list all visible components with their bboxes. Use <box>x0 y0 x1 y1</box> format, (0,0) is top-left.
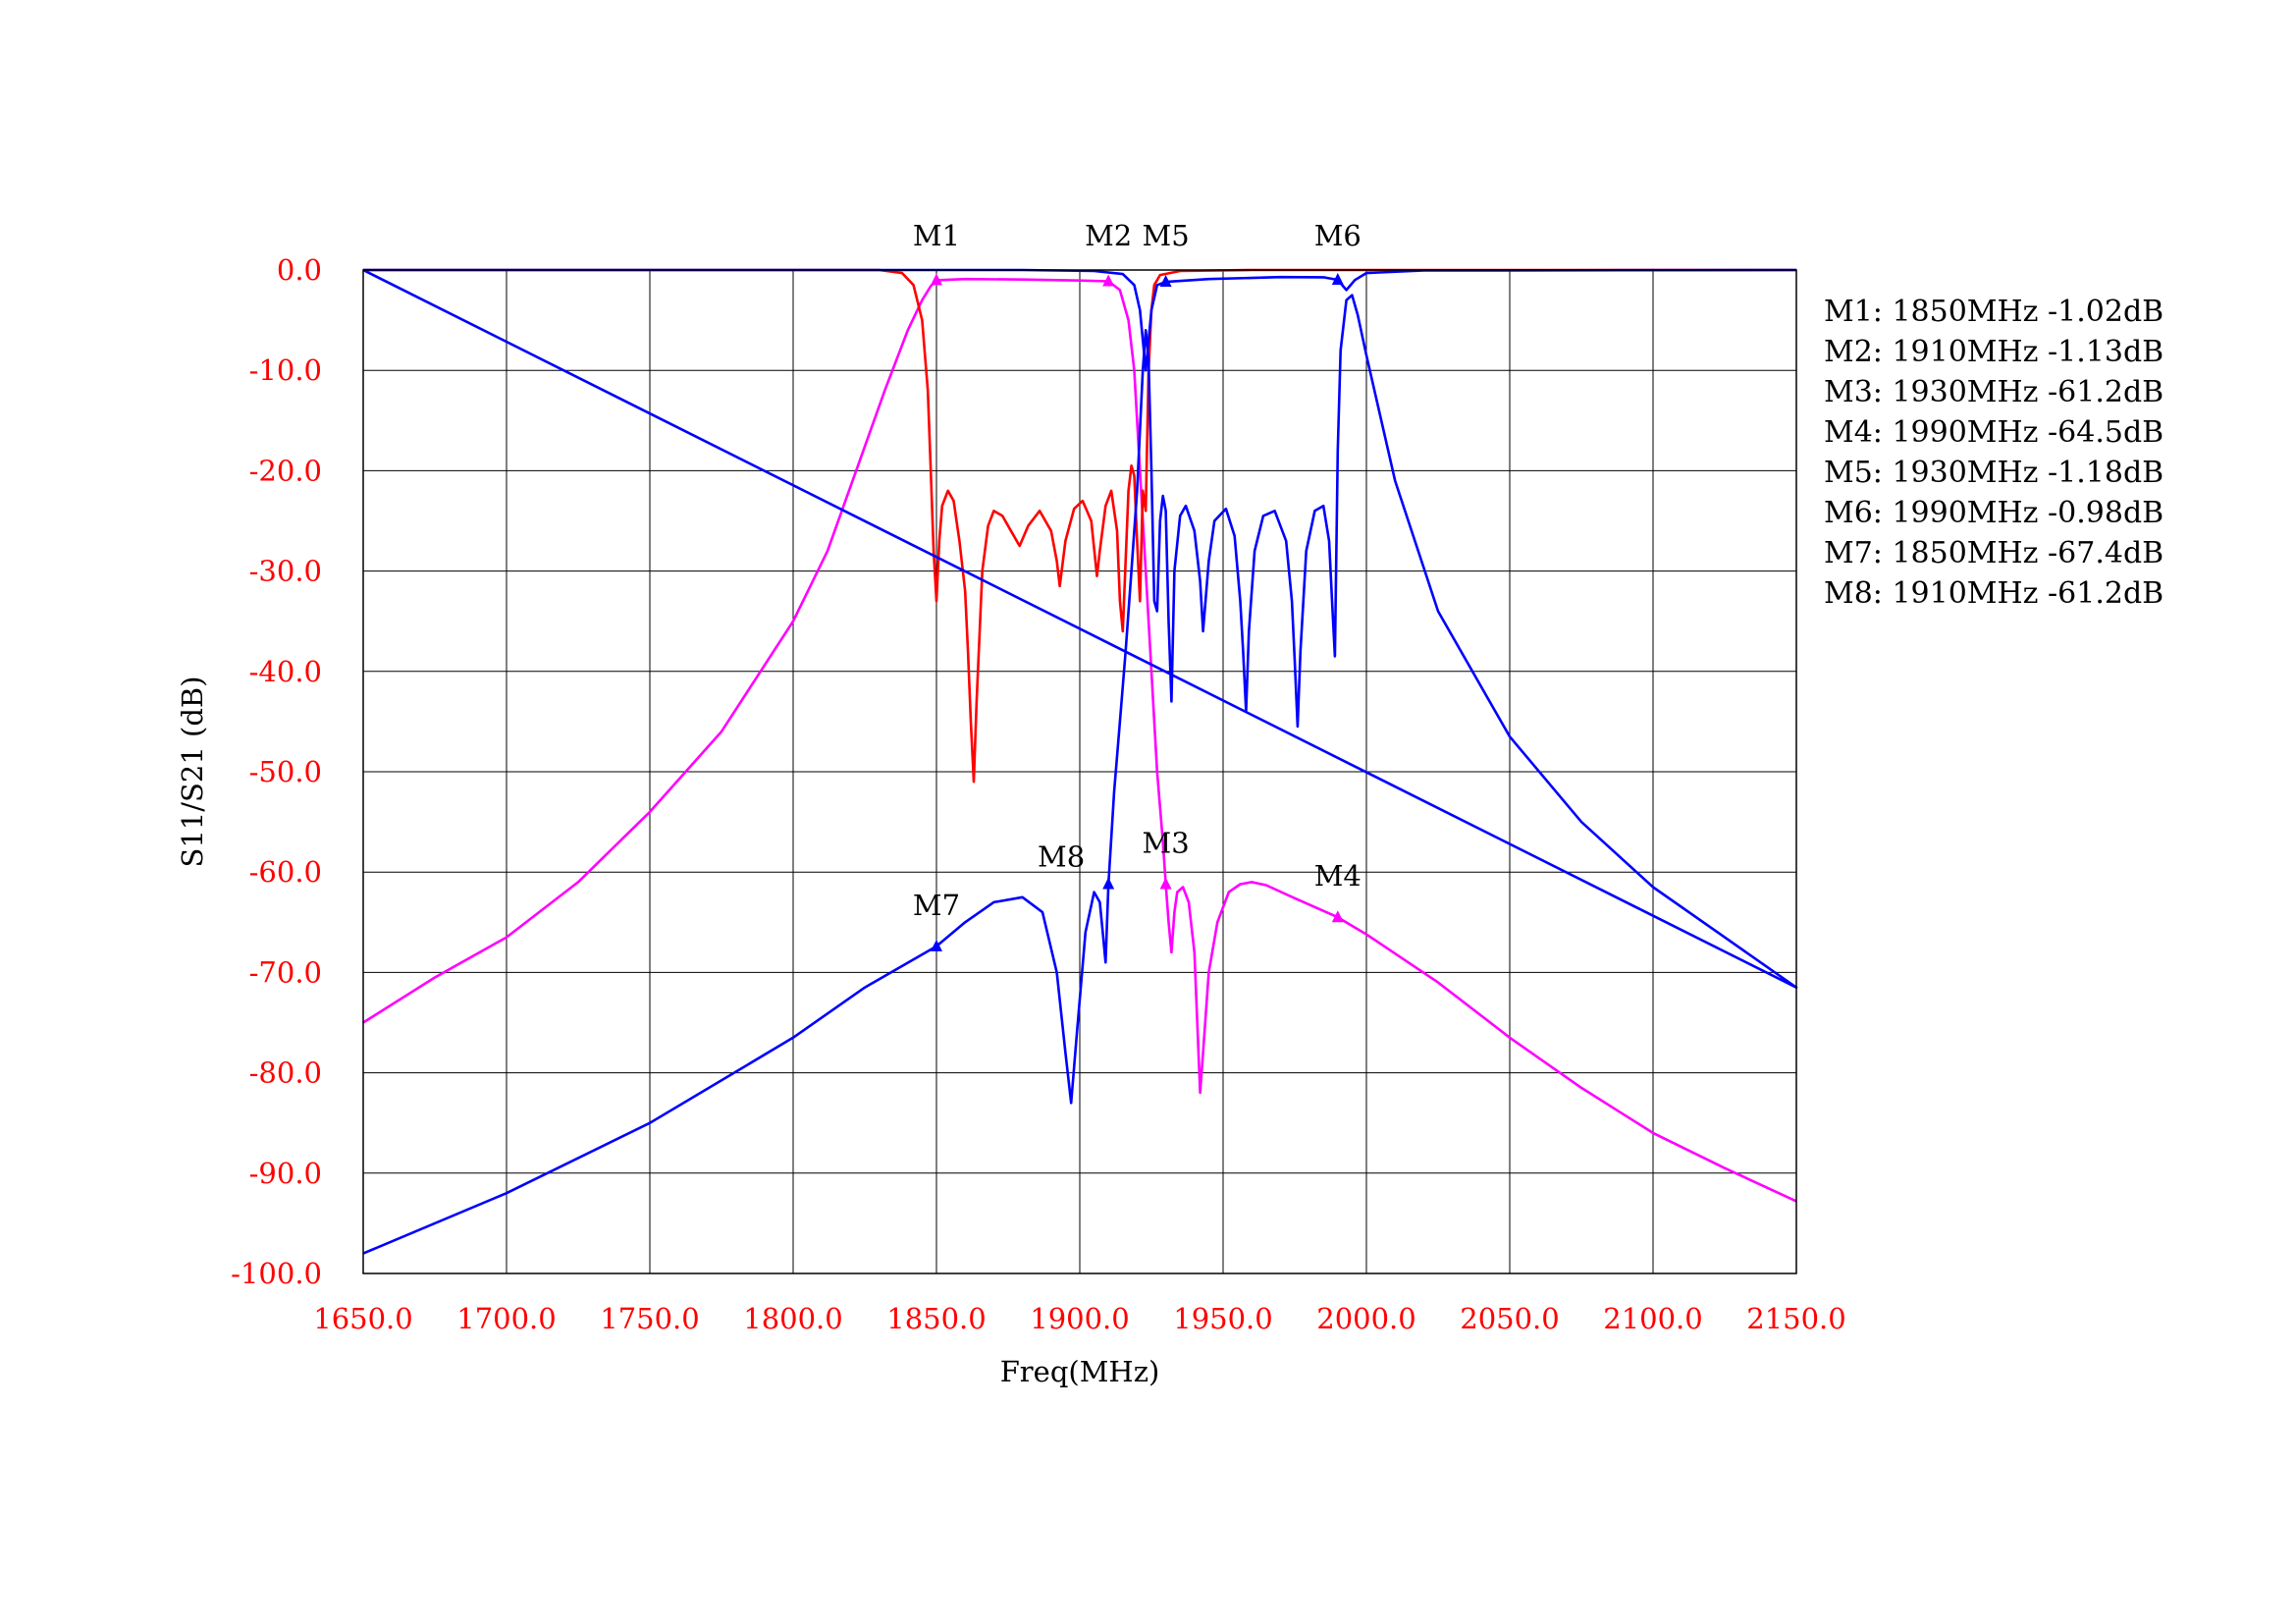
marker-readout: M4: 1990MHz -64.5dB <box>1824 415 2163 450</box>
y-axis-ticks: 0.0 -10.0 -20.0 -30.0 -40.0 -50.0 -60.0 -70.0 -8… <box>231 253 322 1290</box>
series-line-3 <box>362 268 1798 1255</box>
y-tick-label: -20.0 <box>249 454 322 487</box>
y-tick-label: -30.0 <box>249 555 322 588</box>
marker-triangle-m2 <box>1102 274 1115 287</box>
marker-triangle-m6 <box>1331 273 1344 286</box>
marker-label-m2: M2 <box>1085 219 1132 252</box>
x-tick-label: 1950.0 <box>1173 1302 1272 1335</box>
marker-label-m3: M3 <box>1143 826 1190 859</box>
marker-readout: M5: 1930MHz -1.18dB <box>1824 456 2163 490</box>
x-axis-label: Freq(MHz) <box>1000 1355 1160 1388</box>
x-tick-label: 2000.0 <box>1316 1302 1415 1335</box>
x-tick-label: 1700.0 <box>456 1302 556 1335</box>
marker-triangle-m3 <box>1159 877 1172 890</box>
x-tick-label: 1750.0 <box>600 1302 699 1335</box>
x-tick-label: 2100.0 <box>1603 1302 1702 1335</box>
marker-triangle-m1 <box>931 273 942 286</box>
y-tick-label: -80.0 <box>249 1056 322 1090</box>
x-tick-label: 1650.0 <box>313 1302 412 1335</box>
y-tick-label: -10.0 <box>249 353 322 387</box>
marker-label-m7: M7 <box>913 889 960 922</box>
x-tick-label: 2150.0 <box>1746 1302 1845 1335</box>
plot-frame <box>362 269 1797 1274</box>
marker-label-m1: M1 <box>913 219 960 252</box>
marker-readout: M1: 1850MHz -1.02dB <box>1824 295 2163 329</box>
grid <box>362 269 1797 1274</box>
marker-readout: M6: 1990MHz -0.98dB <box>1824 496 2163 530</box>
x-tick-label: 1850.0 <box>886 1302 986 1335</box>
marker-triangle-m4 <box>1331 910 1344 923</box>
marker-label-m5: M5 <box>1143 219 1190 252</box>
x-tick-label: 1800.0 <box>743 1302 842 1335</box>
marker-triangle-m8 <box>1102 877 1115 890</box>
y-tick-label: -100.0 <box>231 1257 322 1290</box>
marker-readout: M2: 1910MHz -1.13dB <box>1824 335 2163 369</box>
marker-label-m8: M8 <box>1038 839 1085 873</box>
marker-readout: M8: 1910MHz -61.2dB <box>1824 576 2163 611</box>
marker-label-m4: M4 <box>1314 859 1362 893</box>
y-tick-label: -40.0 <box>249 655 322 688</box>
y-axis-label: S11/S21 (dB) <box>176 676 209 867</box>
y-tick-label: -60.0 <box>249 855 322 889</box>
marker-readout: M3: 1930MHz -61.2dB <box>1824 375 2163 409</box>
x-tick-label: 1900.0 <box>1030 1302 1129 1335</box>
series-line-2 <box>363 268 1796 784</box>
marker-readout: M7: 1850MHz -67.4dB <box>1824 536 2163 570</box>
y-tick-label: -90.0 <box>249 1157 322 1190</box>
marker-triangle-m5 <box>1159 275 1172 288</box>
markers: M1 M2 M3 M4 M5 M6 M7 M8 <box>913 219 1362 951</box>
marker-readout-list: M1: 1850MHz -1.02dB M2: 1910MHz -1.13dB M3… <box>1824 295 2163 611</box>
marker-label-m6: M6 <box>1314 219 1362 252</box>
y-tick-label: 0.0 <box>277 253 322 287</box>
x-tick-label: 2050.0 <box>1460 1302 1559 1335</box>
series-line-1 <box>362 277 1797 1203</box>
marker-triangle-m7 <box>931 939 942 951</box>
y-tick-label: -70.0 <box>249 955 322 989</box>
x-axis-ticks: 1650.0 1700.0 1750.0 1800.0 1850.0 1900.0 1950… <box>313 1302 1845 1335</box>
y-tick-label: -50.0 <box>249 755 322 788</box>
